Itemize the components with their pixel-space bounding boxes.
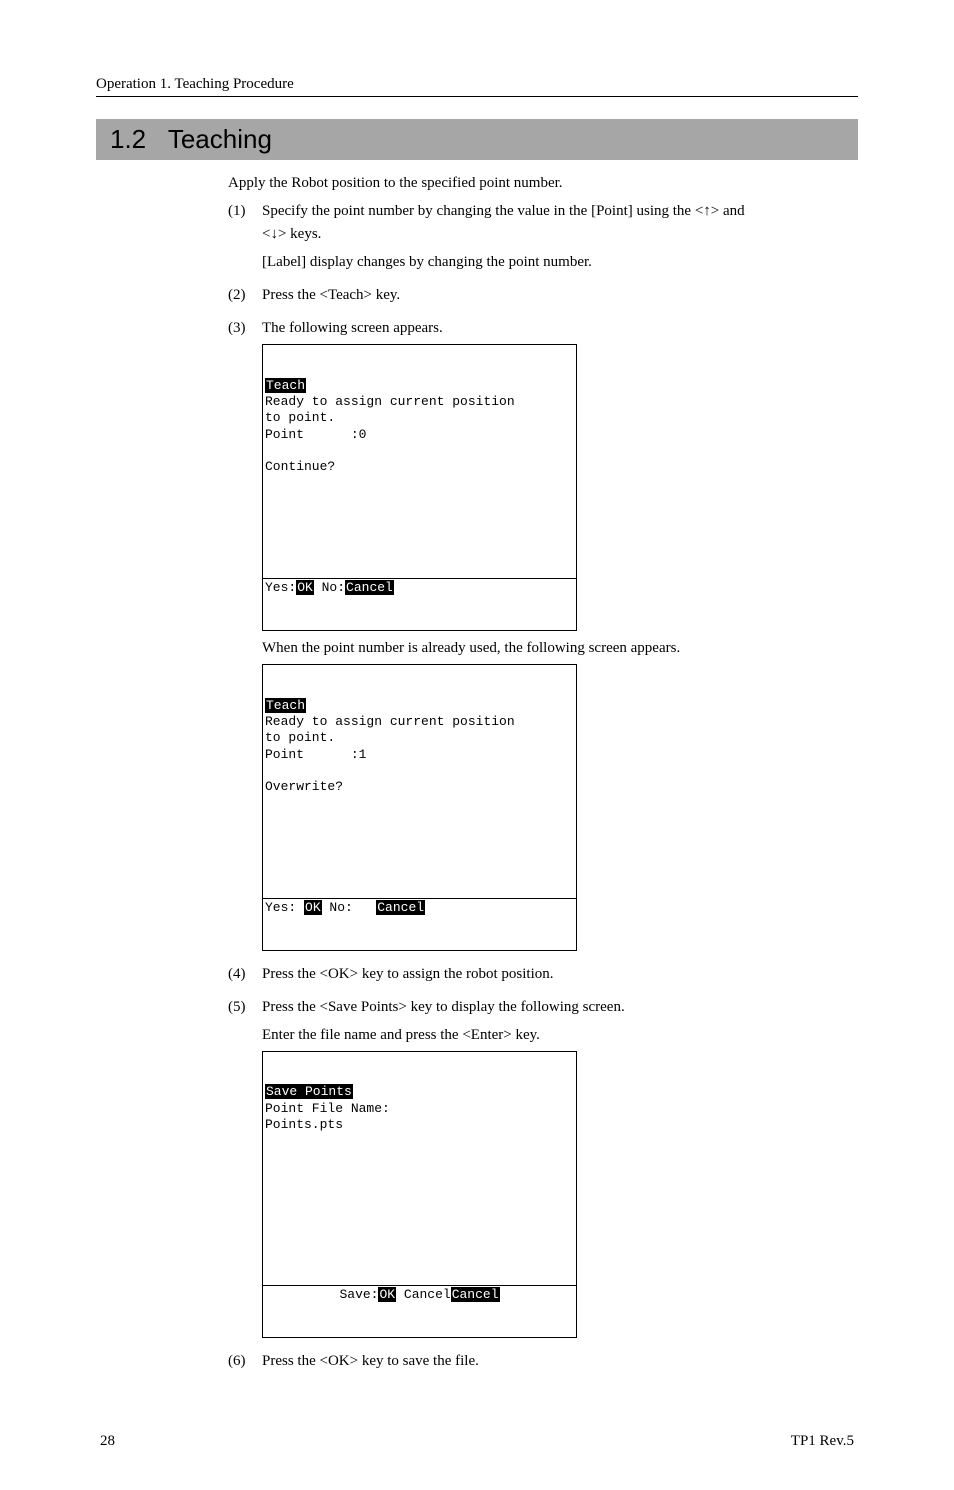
terminal-title: Teach bbox=[265, 378, 306, 393]
terminal-main: Save Points Point File Name: Points.pts bbox=[263, 1084, 576, 1252]
terminal-main: Teach Ready to assign current position t… bbox=[263, 378, 576, 546]
section-title: Teaching bbox=[168, 124, 272, 154]
save-label: Save: bbox=[339, 1287, 378, 1302]
terminal-line: to point. bbox=[265, 410, 335, 425]
document-page: Operation 1. Teaching Procedure 1.2 Teac… bbox=[0, 0, 954, 1490]
step-3: (3) The following screen appears. Teach … bbox=[228, 317, 858, 957]
step-body: Press the <OK> key to save the file. bbox=[262, 1350, 858, 1377]
revision-label: TP1 Rev.5 bbox=[791, 1433, 854, 1450]
text-span: > keys. bbox=[278, 226, 321, 242]
text-line: Press the <Teach> key. bbox=[262, 284, 858, 307]
section-heading: 1.2 Teaching bbox=[96, 119, 858, 160]
terminal-footer: Yes: OK No: Cancel bbox=[263, 898, 576, 917]
terminal-line: Point File Name: bbox=[265, 1101, 390, 1116]
terminal-line: Points.pts bbox=[265, 1117, 343, 1132]
terminal-footer: Yes:OK No:Cancel bbox=[263, 578, 576, 597]
terminal-line: Point :1 bbox=[265, 747, 366, 762]
text-line: Press the <OK> key to save the file. bbox=[262, 1350, 858, 1373]
terminal-teach-continue: Teach Ready to assign current position t… bbox=[262, 344, 577, 631]
text-line: Press the <OK> key to assign the robot p… bbox=[262, 963, 858, 986]
cancel-label: Cancel bbox=[396, 1287, 451, 1302]
step-number: (6) bbox=[228, 1350, 262, 1377]
step-body: Press the <Save Points> key to display t… bbox=[262, 996, 858, 1343]
ok-button[interactable]: OK bbox=[304, 900, 322, 915]
step-body: The following screen appears. Teach Read… bbox=[262, 317, 858, 957]
yes-label: Yes: bbox=[265, 900, 304, 915]
content-body: Apply the Robot position to the specifie… bbox=[96, 175, 858, 1377]
up-arrow-icon: ↑ bbox=[703, 203, 711, 219]
text-line: Enter the file name and press the <Enter… bbox=[262, 1024, 858, 1047]
text-line: Press the <Save Points> key to display t… bbox=[262, 996, 858, 1019]
step-6: (6) Press the <OK> key to save the file. bbox=[228, 1350, 858, 1377]
terminal-title: Save Points bbox=[265, 1084, 353, 1099]
terminal-line: Ready to assign current position bbox=[265, 394, 515, 409]
step-5: (5) Press the <Save Points> key to displ… bbox=[228, 996, 858, 1343]
step-body: Press the <OK> key to assign the robot p… bbox=[262, 963, 858, 990]
step-body: Specify the point number by changing the… bbox=[262, 200, 858, 278]
cancel-button[interactable]: Cancel bbox=[376, 900, 425, 915]
yes-label: Yes: bbox=[265, 580, 296, 595]
terminal-line: to point. bbox=[265, 730, 335, 745]
terminal-main: Teach Ready to assign current position t… bbox=[263, 698, 576, 866]
page-footer: 28 TP1 Rev.5 bbox=[96, 1433, 858, 1450]
cancel-button[interactable]: Cancel bbox=[345, 580, 394, 595]
no-label: No: bbox=[314, 580, 345, 595]
step-number: (1) bbox=[228, 200, 262, 278]
terminal-teach-overwrite: Teach Ready to assign current position t… bbox=[262, 664, 577, 951]
section-number: 1.2 bbox=[110, 124, 146, 154]
terminal-save-points: Save Points Point File Name: Points.pts … bbox=[262, 1051, 577, 1338]
page-header: Operation 1. Teaching Procedure bbox=[96, 76, 858, 97]
step-4: (4) Press the <OK> key to assign the rob… bbox=[228, 963, 858, 990]
step-2: (2) Press the <Teach> key. bbox=[228, 284, 858, 311]
terminal-line: Overwrite? bbox=[265, 779, 343, 794]
cancel-button[interactable]: Cancel bbox=[451, 1287, 500, 1302]
ok-button[interactable]: OK bbox=[296, 580, 314, 595]
text-line: [Label] display changes by changing the … bbox=[262, 251, 858, 274]
step-1: (1) Specify the point number by changing… bbox=[228, 200, 858, 278]
step-number: (3) bbox=[228, 317, 262, 957]
text-line: The following screen appears. bbox=[262, 317, 858, 340]
page-number: 28 bbox=[100, 1433, 115, 1450]
down-arrow-icon: ↓ bbox=[270, 226, 278, 242]
step-number: (4) bbox=[228, 963, 262, 990]
step-body: Press the <Teach> key. bbox=[262, 284, 858, 311]
terminal-line: Point :0 bbox=[265, 427, 366, 442]
ok-button[interactable]: OK bbox=[378, 1287, 396, 1302]
terminal-title: Teach bbox=[265, 698, 306, 713]
terminal-line: Ready to assign current position bbox=[265, 714, 515, 729]
text-line: When the point number is already used, t… bbox=[262, 637, 858, 660]
intro-text: Apply the Robot position to the specifie… bbox=[228, 175, 858, 192]
terminal-line: Continue? bbox=[265, 459, 335, 474]
step-number: (2) bbox=[228, 284, 262, 311]
no-label: No: bbox=[322, 900, 377, 915]
text-span: > and bbox=[711, 203, 745, 219]
terminal-footer: Save:OK CancelCancel bbox=[263, 1285, 576, 1304]
text-span: Specify the point number by changing the… bbox=[262, 203, 703, 219]
step-number: (5) bbox=[228, 996, 262, 1343]
